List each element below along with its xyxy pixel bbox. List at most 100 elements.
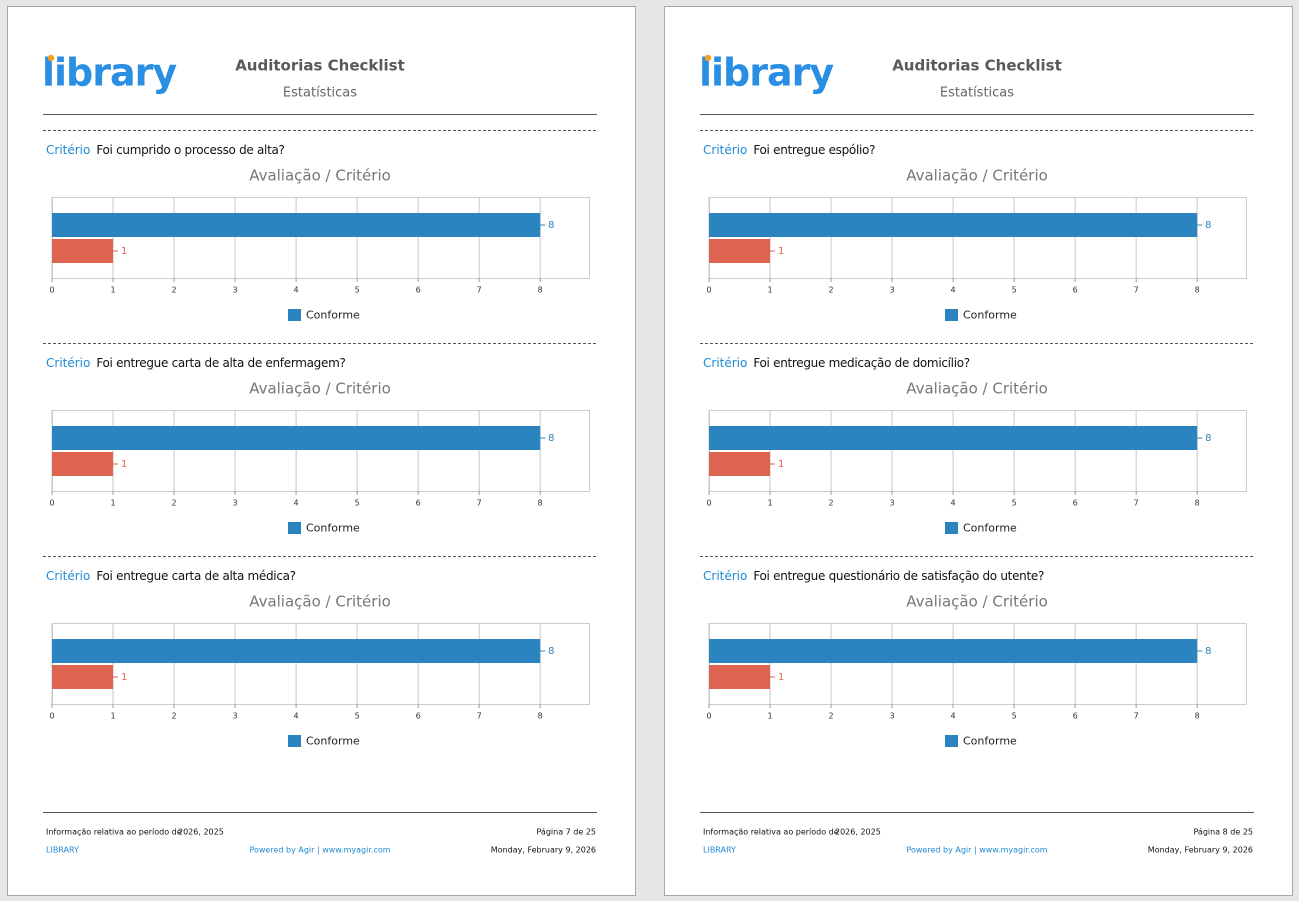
chart-title: Avaliação / Critério	[249, 167, 391, 185]
criterion: Critério Foi entregue carta de alta médic…	[46, 569, 296, 583]
powered-by: Powered by Agir | www.myagir.com	[906, 846, 1047, 855]
x-tick-label: 1	[110, 286, 115, 295]
x-tick-label: 4	[951, 712, 956, 721]
x-tick-label: 1	[767, 286, 772, 295]
criterion-label: Critério	[46, 569, 90, 583]
criterion-label: Critério	[703, 143, 747, 157]
x-tick-label: 0	[49, 712, 54, 721]
x-tick-label: 2	[828, 499, 833, 508]
x-tick-label: 7	[1134, 499, 1139, 508]
x-tick-label: 5	[1012, 712, 1017, 721]
x-tick-label: 8	[538, 499, 543, 508]
x-tick-label: 2	[171, 712, 176, 721]
x-tick-label: 1	[110, 499, 115, 508]
x-tick-label: 4	[294, 499, 299, 508]
data-label: 1	[121, 672, 127, 683]
data-label: 8	[1205, 646, 1211, 657]
company: LIBRARY	[703, 846, 736, 855]
bar	[52, 665, 114, 689]
data-label: 1	[121, 459, 127, 470]
page-number: Página 7 de 25	[536, 828, 596, 837]
bar	[52, 452, 114, 476]
x-tick-label: 2	[171, 499, 176, 508]
legend-label: Conforme	[306, 735, 360, 748]
x-tick-label: 6	[416, 286, 421, 295]
legend-swatch	[945, 735, 958, 747]
x-tick-label: 0	[706, 499, 711, 508]
logo-dot	[704, 54, 712, 62]
x-tick-label: 5	[355, 286, 360, 295]
x-tick-label: 4	[294, 712, 299, 721]
x-tick-label: 3	[890, 712, 895, 721]
bar	[52, 239, 114, 263]
bar	[709, 426, 1198, 450]
chart-title: Avaliação / Critério	[249, 593, 391, 611]
bar	[709, 639, 1198, 663]
x-tick-label: 6	[416, 499, 421, 508]
data-label: 1	[121, 246, 127, 257]
x-tick-label: 6	[416, 712, 421, 721]
x-tick-label: 5	[1012, 499, 1017, 508]
x-tick-label: 4	[951, 286, 956, 295]
criterion-label: Critério	[46, 143, 90, 157]
legend-swatch	[945, 522, 958, 534]
x-tick-label: 6	[1073, 499, 1078, 508]
criterion-text: Foi entregue carta de alta médica?	[96, 569, 295, 583]
plot-area	[709, 197, 1247, 279]
x-tick-label: 2	[171, 286, 176, 295]
x-tick-label: 0	[706, 712, 711, 721]
period-label: Informação relativa ao período de	[703, 828, 839, 837]
plot-area	[709, 410, 1247, 492]
report-title: Auditorias Checklist	[235, 57, 405, 75]
x-tick-label: 8	[538, 286, 543, 295]
plot-area	[52, 623, 590, 705]
x-tick-label: 7	[1134, 712, 1139, 721]
x-tick-label: 1	[110, 712, 115, 721]
data-label: 1	[778, 459, 784, 470]
report-subtitle: Estatísticas	[940, 86, 1014, 101]
chart-title: Avaliação / Critério	[906, 167, 1048, 185]
chart-title: Avaliação / Critério	[249, 380, 391, 398]
x-tick-label: 2	[828, 712, 833, 721]
bar	[52, 426, 541, 450]
date: Monday, February 9, 2026	[1148, 846, 1253, 855]
legend-swatch	[288, 735, 301, 747]
chart-title: Avaliação / Critério	[906, 380, 1048, 398]
data-label: 8	[548, 646, 554, 657]
criterion-label: Critério	[703, 569, 747, 583]
x-tick-label: 2	[828, 286, 833, 295]
period: 2026, 2025	[835, 828, 881, 837]
legend-label: Conforme	[963, 735, 1017, 748]
bar	[709, 213, 1198, 237]
x-tick-label: 8	[1195, 499, 1200, 508]
criterion: Critério Foi entregue carta de alta de en…	[46, 356, 346, 370]
legend-label: Conforme	[963, 309, 1017, 322]
x-tick-label: 5	[1012, 286, 1017, 295]
bar	[709, 665, 771, 689]
criterion-text: Foi cumprido o processo de alta?	[96, 143, 284, 157]
criterion-text: Foi entregue carta de alta de enfermagem…	[96, 356, 345, 370]
x-tick-label: 3	[890, 286, 895, 295]
legend-label: Conforme	[963, 522, 1017, 535]
bar	[709, 452, 771, 476]
page-number: Página 8 de 25	[1193, 828, 1253, 837]
x-tick-label: 6	[1073, 286, 1078, 295]
data-label: 1	[778, 246, 784, 257]
data-label: 1	[778, 672, 784, 683]
x-tick-label: 1	[767, 712, 772, 721]
x-tick-label: 4	[951, 499, 956, 508]
date: Monday, February 9, 2026	[491, 846, 596, 855]
x-tick-label: 8	[1195, 712, 1200, 721]
criterion: Critério Foi cumprido o processo de alta?	[46, 143, 285, 157]
period: 2026, 2025	[178, 828, 224, 837]
x-tick-label: 3	[233, 499, 238, 508]
x-tick-label: 7	[1134, 286, 1139, 295]
criterion-text: Foi entregue questionário de satisfação …	[753, 569, 1044, 583]
legend-label: Conforme	[306, 309, 360, 322]
period-label: Informação relativa ao período de	[46, 828, 182, 837]
company: LIBRARY	[46, 846, 79, 855]
x-tick-label: 8	[1195, 286, 1200, 295]
logo-dot	[47, 54, 55, 62]
